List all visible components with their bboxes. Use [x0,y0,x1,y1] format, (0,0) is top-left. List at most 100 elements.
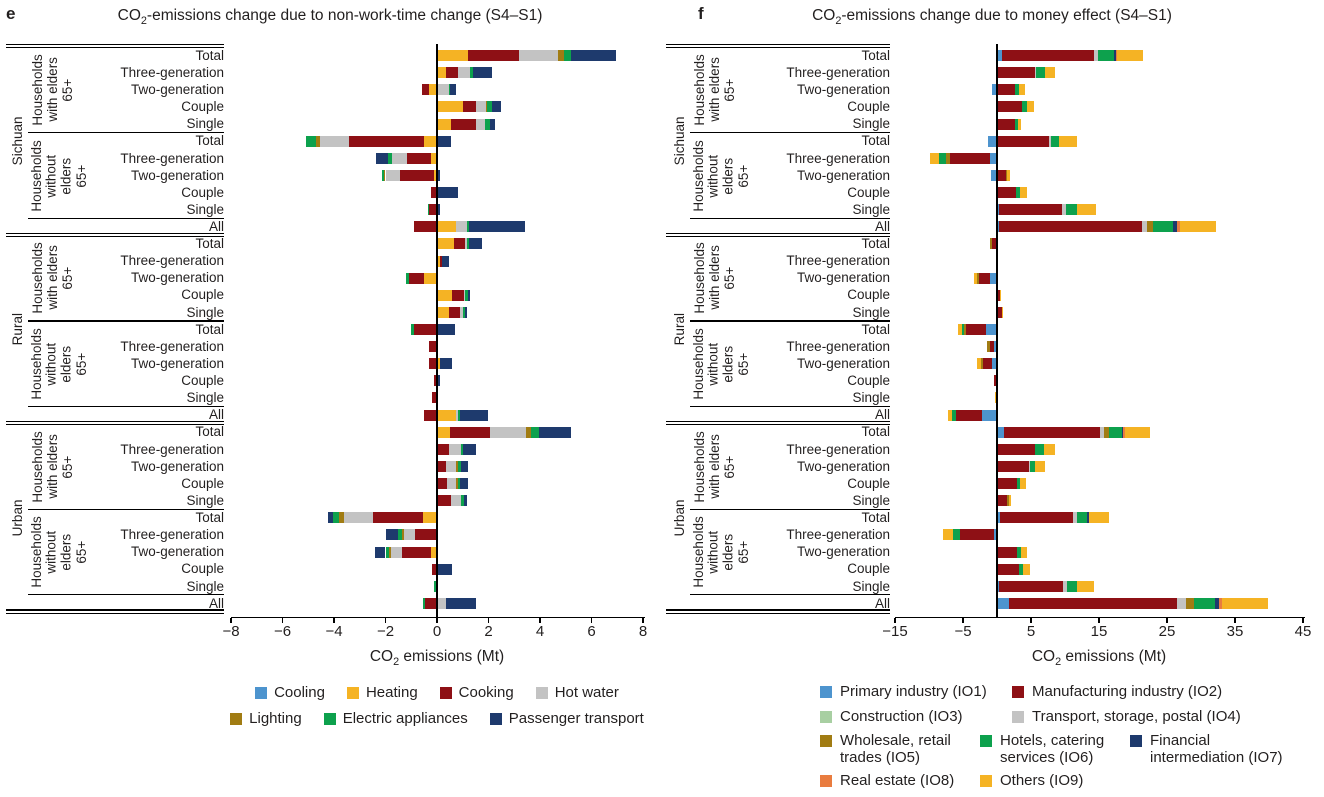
bar-segment-lighting [339,512,345,524]
bar-segment-lighting [315,135,320,147]
bar-segment-hotels-catering-services-io6- [952,409,957,421]
row-label: Single [852,578,890,594]
bar-segment-heating [430,152,437,164]
bar-segment-cooking [421,84,430,96]
legend-label: Transport, storage, postal (IO4) [1032,708,1241,726]
bar-segment-hot-water [437,597,446,609]
legend-swatch [980,775,992,787]
bar-segment-manufacturing-industry-io2- [998,67,1036,79]
x-tick [281,617,284,623]
bar-segment-cooking [413,323,437,335]
row-label: Total [195,424,224,440]
bar-segment-hotels-catering-services-io6- [1051,135,1059,147]
row-label: Two-generation [130,458,224,474]
legend-label: Hot water [554,683,619,701]
bar-segment-manufacturing-industry-io2- [959,529,995,541]
bar-segment-others-io9- [1044,67,1056,79]
bar-segment-cooking [415,529,437,541]
x-tick [1234,617,1236,623]
legend-label: Electric appliances [342,709,468,727]
region-label: Urban [672,499,687,537]
bar-segment-others-io9- [1007,169,1010,181]
bar-segment-primary-industry-io1- [982,409,997,421]
separator-line [6,421,224,423]
panel-letter-f: f [698,4,704,23]
bar-segment-manufacturing-industry-io2- [999,512,1074,524]
row-label: Couple [847,475,890,491]
bar-segment-heating [437,101,463,113]
legend-item: Electric appliances [323,709,468,728]
bar-segment-hotels-catering-services-io6- [1035,443,1044,455]
bar-segment-passenger-transport [461,460,468,472]
bar-segment-electric-appliances [466,221,470,233]
bar-segment-manufacturing-industry-io2- [999,221,1142,233]
bar-segment-passenger-transport [460,409,489,421]
bar-segment-electric-appliances [388,152,392,164]
bar-segment-hot-water [457,67,471,79]
row-label: Three-generation [120,64,224,80]
bar-segment-financial-intermediation-io7- [1122,426,1124,438]
separator-line [690,508,890,510]
region-label: Urban [10,499,25,537]
bar-segment-hot-water [437,84,449,96]
legend-item: Transport, storage, postal (IO4) [1012,708,1241,726]
bar-segment-hotels-catering-services-io6- [1022,101,1027,113]
bar-segment-cooking [448,306,461,318]
legend-swatch [323,713,336,725]
bar-segment-cooking [424,409,437,421]
legend-label: Wholesale, retail trades (IO5) [840,732,951,766]
bar-segment-real-estate-io8- [1116,50,1118,62]
x-tick-label: −8 [222,622,240,640]
legend-swatch [1012,686,1024,698]
bar-segment-primary-industry-io1- [989,272,997,284]
bar-segment-hotels-catering-services-io6- [952,529,960,541]
bar-segment-wholesale-retail-trades-io5- [1186,597,1195,609]
bar-segment-others-io9- [957,323,962,335]
bar-segment-manufacturing-industry-io2- [978,272,990,284]
x-tick-label: 2 [484,622,493,640]
bar-segment-manufacturing-industry-io2- [993,375,997,387]
separator-line [690,405,890,408]
bar-segment-electric-appliances [385,546,390,558]
bar-segment-wholesale-retail-trades-io5- [1147,221,1154,233]
row-label: Two-generation [130,355,224,371]
bar-segment-hotels-catering-services-io6- [1098,50,1114,62]
separator-line [666,46,890,48]
row-label: Total [195,47,224,63]
zero-line [435,43,439,619]
bar-segment-hotels-catering-services-io6- [1108,426,1123,438]
x-tick-label: 15 [1090,622,1108,640]
row-label: Total [861,321,890,337]
bar-segment-lighting [384,169,386,181]
x-tick [642,617,644,623]
bar-segment-electric-appliances [406,272,409,284]
bar-segment-primary-industry-io1- [997,597,1009,609]
bar-segment-others-io9- [1058,135,1078,147]
bar-segment-hotels-catering-services-io6- [1030,460,1036,472]
row-label: Three-generation [786,253,890,269]
row-label: Couple [847,373,890,389]
bar-segment-hot-water [456,221,467,233]
panel-letter-e: e [6,4,16,23]
bar-segment-heating [430,546,437,558]
bar-segment-cooking [431,392,437,404]
bar-segment-primary-industry-io1- [994,341,997,353]
row-label: Couple [847,287,890,303]
x-tick [436,617,438,623]
legend-label: Financial intermediation (IO7) [1150,732,1283,766]
bar-segment-electric-appliances [564,50,571,62]
row-label: Two-generation [796,458,890,474]
bar-segment-heating [437,67,446,79]
separator-line [666,612,890,614]
household-group-label: Households with elders [692,54,722,126]
row-label: Single [186,201,224,217]
bar-segment-others-io9- [994,392,996,404]
bar-segment-primary-industry-io1- [992,358,997,370]
bar-segment-passenger-transport [469,221,525,233]
bar-segment-manufacturing-industry-io2- [982,358,993,370]
bar-segment-heating [437,238,454,250]
legend-swatch [346,687,359,699]
bar-segment-electric-appliances [466,238,470,250]
legend-label: Others (IO9) [1000,772,1083,790]
legend-label-line: Financial [1150,732,1211,749]
